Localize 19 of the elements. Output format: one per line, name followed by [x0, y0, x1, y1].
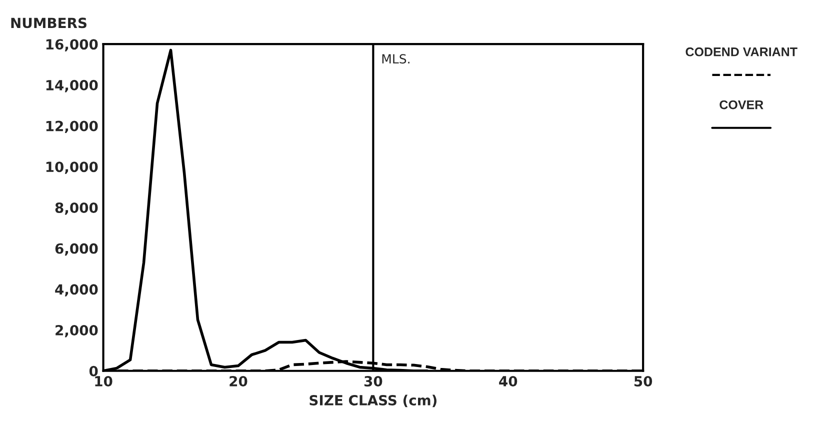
- y-tick-label: 16,000: [46, 39, 98, 52]
- y-tick-label: 4,000: [55, 284, 98, 296]
- text: COVER: [720, 100, 764, 110]
- y-tick-label: 12,000: [46, 120, 98, 134]
- x-tick-label: 10: [95, 376, 112, 386]
- y-axis-title: NUMBERS: [11, 18, 86, 28]
- y-tick-label: 10,000: [46, 162, 98, 174]
- y-tick-label: 8,000: [55, 202, 98, 215]
- ref-line-label: MLS.: [382, 54, 410, 64]
- y-tick-label: 14,000: [46, 80, 98, 92]
- x-tick-label: 20: [230, 376, 248, 386]
- x-tick-label: 50: [634, 376, 652, 386]
- y-tick-label: 6,000: [55, 243, 98, 256]
- x-axis-title: SIZE CLASS (cm): [310, 394, 436, 408]
- x-tick-label: 40: [499, 376, 518, 386]
- text: CODEND VARIANT: [686, 47, 798, 56]
- y-tick-label: 2,000: [56, 325, 98, 338]
- y-tick-label: 0: [89, 366, 98, 376]
- x-tick-label: 30: [364, 376, 382, 386]
